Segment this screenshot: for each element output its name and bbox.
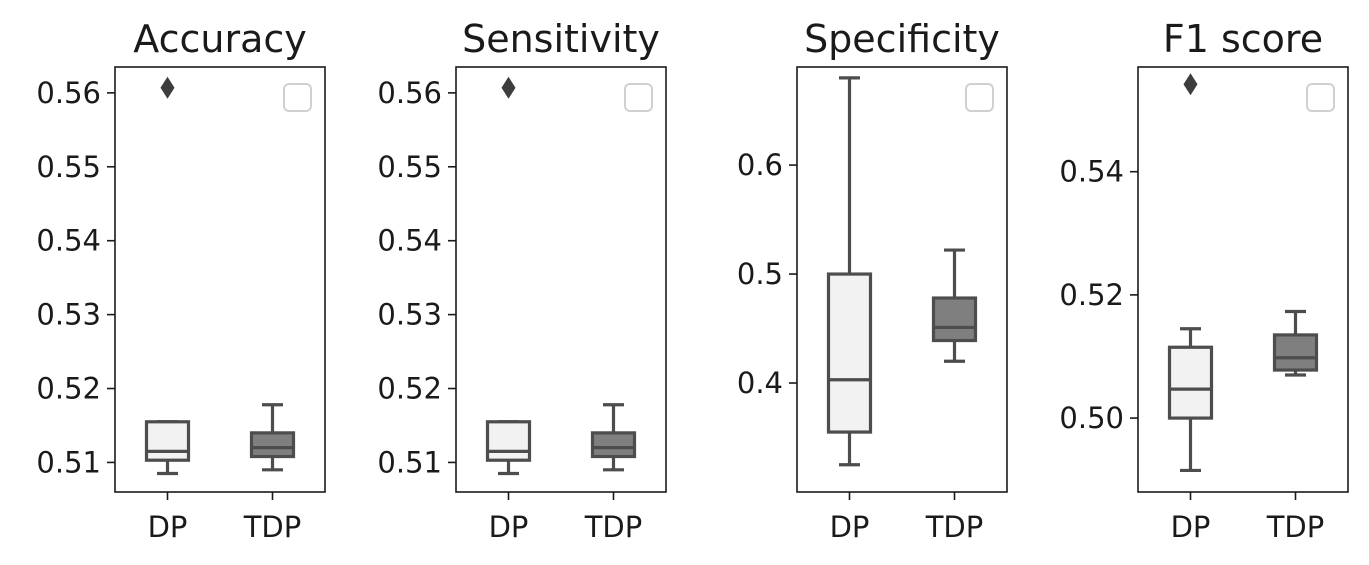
box-dp [144, 76, 191, 476]
iqr-box [826, 272, 873, 434]
box-tdp [1272, 309, 1319, 377]
panel-f1-score: F1 score 0.50 0.52 0.54 DP TDP [1059, 17, 1349, 544]
box-tdp [931, 248, 978, 363]
x-tick-label: TDP [1266, 510, 1325, 544]
iqr-box [1167, 345, 1214, 420]
x-tick-label: TDP [925, 510, 984, 544]
iqr-box [144, 420, 191, 462]
y-tick-label: 0.51 [36, 445, 101, 479]
iqr-box [485, 420, 532, 462]
plot-frame [796, 66, 1008, 493]
legend-box [624, 83, 653, 112]
legend-box [965, 83, 994, 112]
x-tick-label: DP [148, 510, 188, 544]
x-tick-label: DP [489, 510, 529, 544]
panel-accuracy: Accuracy 0.51 0.52 0.53 0.54 0.55 0.56 DP TDP [36, 17, 326, 544]
y-tick-label: 0.55 [377, 150, 442, 184]
outlier-point [160, 76, 175, 99]
plot-frame [455, 66, 667, 493]
y-tick-label: 0.4 [737, 366, 783, 400]
x-tick-label: DP [1171, 510, 1211, 544]
y-tick-label: 0.50 [1059, 401, 1124, 435]
box-dp [1167, 73, 1214, 473]
y-tick-label: 0.52 [377, 372, 442, 406]
y-tick-label: 0.51 [377, 445, 442, 479]
iqr-box [590, 431, 637, 459]
y-tick-label: 0.52 [1059, 278, 1124, 312]
x-tick-label: DP [830, 510, 870, 544]
y-tick-label: 0.56 [377, 76, 442, 110]
y-tick-label: 0.55 [36, 150, 101, 184]
panel-specificity: Specificity 0.4 0.5 0.6 DP TDP [737, 17, 1008, 544]
box-tdp [590, 403, 637, 472]
y-tick-label: 0.56 [36, 76, 101, 110]
outlier-point [1183, 73, 1198, 96]
x-tick-label: TDP [584, 510, 643, 544]
y-tick-label: 0.6 [737, 148, 783, 182]
plot-frame [114, 66, 326, 493]
y-tick-label: 0.53 [377, 298, 442, 332]
iqr-box [1272, 333, 1319, 372]
iqr-box [249, 431, 296, 459]
legend-box [1306, 83, 1335, 112]
y-tick-label: 0.54 [36, 224, 101, 258]
panel-title: Sensitivity [462, 17, 660, 61]
plot-frame [1137, 66, 1349, 493]
outlier-point [501, 76, 516, 99]
panel-title: F1 score [1163, 17, 1323, 61]
iqr-box [931, 296, 978, 343]
y-tick-label: 0.5 [737, 257, 783, 291]
y-tick-label: 0.52 [36, 372, 101, 406]
legend-box [283, 83, 312, 112]
box-dp [485, 76, 532, 476]
box-tdp [249, 403, 296, 472]
y-tick-label: 0.54 [377, 224, 442, 258]
x-tick-label: TDP [243, 510, 302, 544]
panel-title: Accuracy [133, 17, 307, 61]
y-tick-label: 0.54 [1059, 155, 1124, 189]
box-dp [826, 76, 873, 467]
y-tick-label: 0.53 [36, 298, 101, 332]
panel-sensitivity: Sensitivity 0.51 0.52 0.53 0.54 0.55 0.56 DP TDP [377, 17, 667, 544]
panel-title: Specificity [804, 17, 1000, 61]
